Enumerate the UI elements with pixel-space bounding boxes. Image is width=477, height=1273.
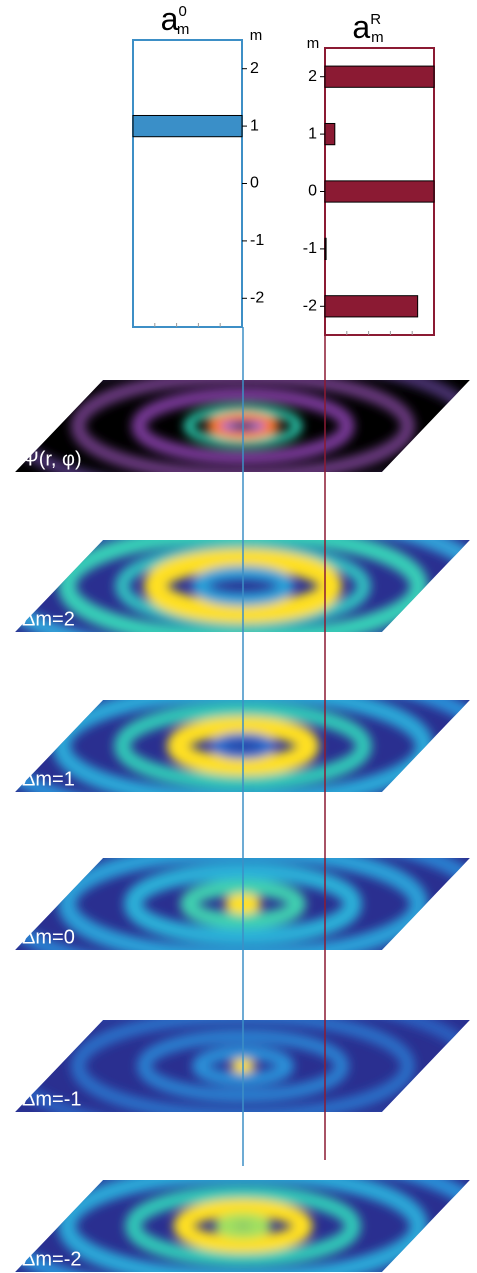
ring: [173, 1198, 313, 1254]
bar: [324, 180, 435, 203]
y-axis-label: m: [250, 27, 263, 44]
chart-title: a0 m: [161, 1, 190, 38]
title-main: a: [352, 9, 370, 45]
panel-rings: [15, 1020, 470, 1112]
y-axis-label: m: [307, 35, 320, 52]
ring: [52, 700, 434, 792]
ring: [58, 1180, 428, 1272]
y-tick-label: 1: [250, 117, 259, 134]
y-tick-label: 0: [250, 175, 259, 192]
panel-label: Δm=-1: [22, 1088, 81, 1110]
panel: [15, 700, 470, 792]
y-tick-label: 2: [308, 68, 317, 85]
panels: Ψ(r, φ) Δm=2 Δm=1 Δm=0 Δm=-1 Δm=-2: [15, 380, 470, 1272]
y-tick-label: 2: [250, 60, 259, 77]
y-tick-label: 1: [308, 125, 317, 142]
title-superscript: R: [370, 11, 381, 28]
panel: [15, 1180, 470, 1272]
title-main: a: [161, 1, 179, 37]
panel-background: [15, 1180, 470, 1272]
y-tick-label: -1: [250, 232, 264, 249]
panel: [15, 1020, 470, 1112]
panel-label: Δm=0: [22, 926, 75, 948]
title-superscript: 0: [178, 3, 186, 20]
y-tick-label: -1: [303, 240, 317, 257]
panel-label: Δm=1: [22, 768, 75, 790]
panel-label: Ψ(r, φ): [22, 448, 82, 470]
ring: [58, 858, 428, 950]
bar: [324, 65, 435, 88]
panel-rings: [15, 1180, 470, 1272]
y-tick-label: -2: [250, 290, 264, 307]
y-tick-label: -2: [303, 298, 317, 315]
ring: [125, 1185, 361, 1267]
bar: [324, 295, 419, 318]
title-subscript: m: [177, 21, 190, 38]
bar: [132, 114, 243, 138]
panel-label: Δm=-2: [22, 1248, 81, 1270]
bar: [324, 122, 336, 146]
panel-label: Δm=2: [22, 608, 75, 630]
title-subscript: m: [371, 29, 384, 46]
ring: [215, 1213, 271, 1239]
ring: [58, 540, 428, 632]
ring: [71, 380, 415, 472]
ring: [71, 1020, 415, 1112]
panel: [15, 858, 470, 950]
bar: [324, 237, 327, 261]
plot-frame: [132, 39, 243, 328]
panel: [15, 540, 470, 632]
chart-title: aR m: [352, 9, 383, 46]
y-tick-label: 0: [308, 183, 317, 200]
